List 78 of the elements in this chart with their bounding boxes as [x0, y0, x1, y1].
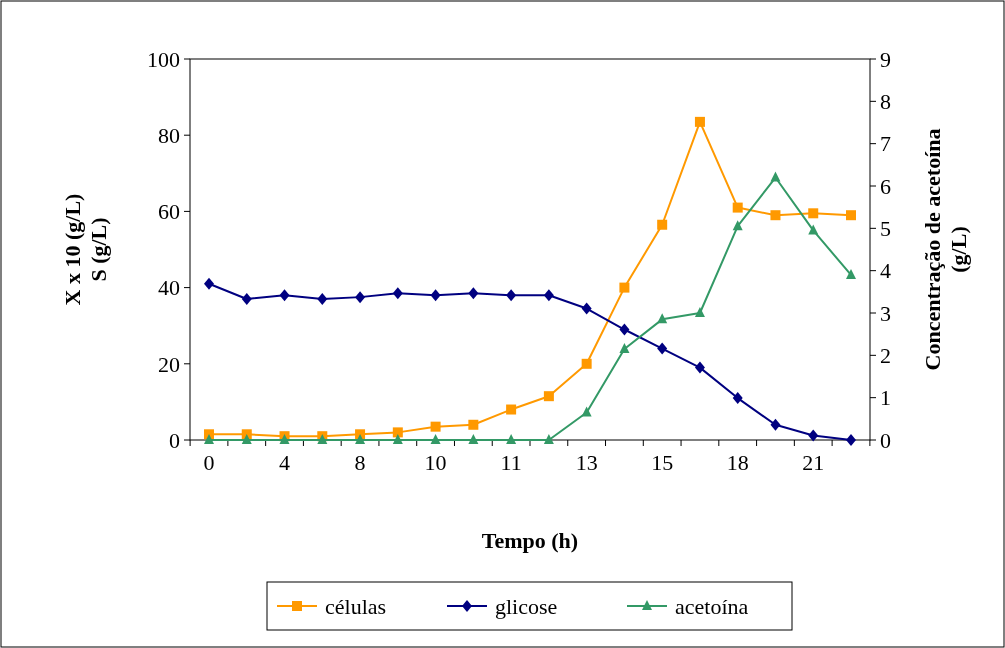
legend-label: células [325, 593, 387, 619]
point [808, 429, 819, 442]
point [657, 219, 668, 230]
point [808, 208, 819, 219]
x-tick-label: 15 [651, 450, 674, 475]
y2-tick-label: 0 [880, 427, 891, 453]
x-tick-label: 8 [354, 450, 366, 475]
point [392, 287, 403, 300]
x-tick-label: 10 [424, 450, 447, 475]
point [581, 358, 592, 369]
point [694, 116, 705, 127]
point [355, 291, 366, 304]
y2-tick-label: 6 [880, 173, 891, 199]
y-tick-label: 20 [158, 351, 180, 377]
point [430, 289, 441, 302]
y2-tick-label: 7 [880, 131, 891, 157]
point [581, 406, 592, 417]
x-tick-label: 18 [726, 450, 749, 475]
point [694, 361, 705, 374]
x-tick-label: 0 [203, 450, 215, 475]
point [392, 427, 403, 438]
point [732, 202, 743, 213]
legend-label: acetoína [675, 593, 749, 619]
point [694, 307, 705, 317]
y2-tick-label: 4 [880, 258, 891, 284]
y2-tick-label: 2 [880, 343, 891, 369]
point [657, 313, 668, 324]
point [468, 419, 479, 430]
point [581, 302, 592, 315]
x-tick-label: 11 [500, 450, 522, 475]
point [732, 220, 743, 231]
y2-tick-label: 3 [880, 300, 891, 326]
y2-tick-label: 9 [880, 46, 891, 72]
point [846, 210, 856, 221]
y-tick-label: 80 [158, 122, 180, 148]
y-tick-label: 100 [147, 46, 180, 72]
point [204, 434, 214, 444]
point [204, 277, 214, 290]
point [543, 289, 554, 302]
point [846, 434, 856, 446]
point [808, 224, 819, 235]
point [770, 210, 781, 221]
point [506, 289, 517, 302]
point [430, 434, 441, 444]
point [468, 434, 479, 444]
point [392, 434, 403, 444]
point [468, 287, 479, 300]
y-tick-label: 60 [158, 199, 180, 225]
x-axis-title: Tempo (h) [481, 528, 579, 553]
y-tick-label: 0 [169, 427, 180, 453]
point [619, 282, 630, 293]
y2-tick-label: 5 [880, 216, 891, 242]
point [732, 392, 743, 405]
legend-label: glicose [495, 593, 558, 619]
point [317, 293, 328, 306]
point [506, 404, 517, 415]
y2-tick-label: 1 [880, 385, 891, 411]
point [846, 268, 856, 279]
y-tick-label: 40 [158, 275, 180, 301]
point [543, 434, 554, 444]
x-tick-label: 4 [279, 450, 291, 475]
point [430, 421, 441, 432]
x-tick-label: 13 [575, 450, 598, 475]
point [241, 293, 252, 306]
point [770, 171, 781, 182]
point [619, 323, 630, 336]
point [241, 434, 252, 444]
point [619, 342, 630, 353]
point [279, 289, 290, 302]
y2-axis-title: Concentração de acetoína (g/L) [920, 128, 971, 371]
point [657, 342, 668, 355]
point [543, 391, 554, 402]
point [506, 434, 517, 444]
y-axis-title: X x 10 (g/L) S (g/L) [60, 193, 111, 306]
y2-tick-label: 8 [880, 89, 891, 115]
x-tick-label: 21 [802, 450, 825, 475]
point [355, 434, 366, 444]
point [770, 418, 781, 431]
